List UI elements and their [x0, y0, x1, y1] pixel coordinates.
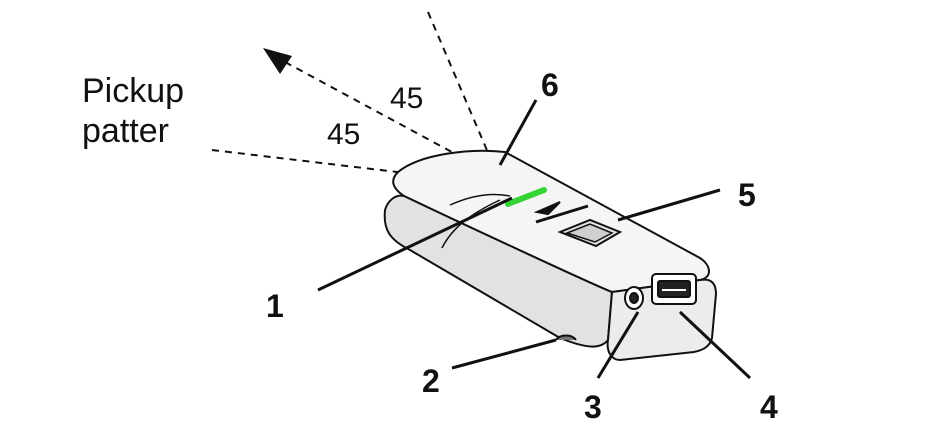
device-side-face — [383, 194, 613, 348]
logo-mark-icon — [533, 201, 589, 224]
mute-button-icon — [557, 218, 623, 248]
device-foot — [555, 334, 577, 341]
device-body — [383, 149, 717, 361]
device-seam — [449, 193, 511, 206]
pattern-line-diagonal — [284, 61, 501, 179]
usb-port-icon — [651, 273, 697, 305]
callout-3: 3 — [584, 389, 602, 425]
callout-5: 5 — [738, 177, 756, 213]
pickup-label-line2: patter — [82, 112, 169, 150]
led-indicator — [505, 187, 547, 207]
callout-6: 6 — [541, 67, 559, 103]
leader-1 — [317, 196, 513, 292]
angle-label-lower: 45 — [327, 118, 360, 151]
leader-2 — [451, 338, 557, 370]
callout-2: 2 — [422, 363, 440, 399]
leader-6 — [498, 99, 538, 166]
headphone-jack-icon — [624, 286, 644, 310]
callout-lines — [317, 99, 752, 380]
callout-4: 4 — [760, 389, 778, 425]
pattern-arrowhead-icon — [263, 48, 292, 74]
pickup-label-line1: Pickup — [82, 72, 184, 110]
pattern-line-vertical — [427, 11, 493, 163]
callout-1: 1 — [266, 288, 284, 324]
angle-label-upper: 45 — [390, 82, 423, 115]
leader-5 — [617, 188, 721, 222]
leader-4 — [678, 310, 752, 380]
leader-3 — [596, 311, 640, 379]
pickup-pattern — [211, 11, 501, 184]
